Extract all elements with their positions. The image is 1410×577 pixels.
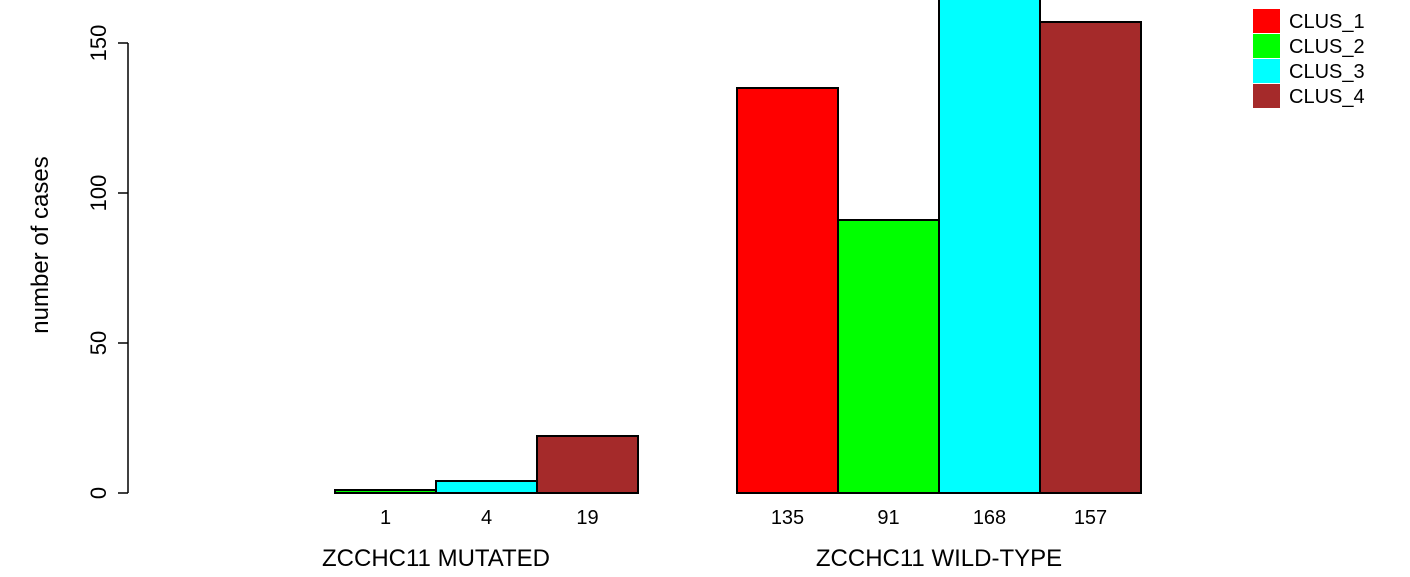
legend-label: CLUS_1	[1289, 11, 1365, 33]
y-axis-label: number of cases	[27, 156, 54, 333]
bar-clus-3-group-2	[938, 0, 1041, 494]
y-tick-label: 100	[86, 175, 111, 212]
legend-swatch-clus-2	[1253, 34, 1280, 58]
bar-value-label: 1	[380, 507, 391, 529]
bar-value-label: 91	[877, 507, 899, 529]
bar-clus-4-group-1	[536, 435, 639, 494]
legend-label: CLUS_3	[1289, 61, 1365, 83]
legend-swatch-clus-1	[1253, 9, 1280, 33]
legend: CLUS_1 CLUS_2 CLUS_3 CLUS_4	[1253, 9, 1365, 108]
bar-value-label: 157	[1074, 507, 1107, 529]
bar-value-label: 168	[973, 507, 1006, 529]
bar-clus-2-group-2	[837, 219, 940, 494]
bars-layer: 1 4 19 135 91 168 157	[334, 0, 1142, 529]
legend-label: CLUS_2	[1289, 36, 1365, 58]
bar-value-label: 4	[481, 507, 492, 529]
bar-value-label: 19	[576, 507, 598, 529]
bar-clus-3-group-1	[435, 480, 538, 494]
group-label: ZCCHC11 WILD-TYPE	[816, 545, 1062, 572]
group-label: ZCCHC11 MUTATED	[322, 545, 550, 572]
bar-clus-4-group-2	[1039, 21, 1142, 494]
y-axis: 0 50 100 150	[86, 25, 129, 499]
bar-value-label: 135	[771, 507, 804, 529]
group-labels: ZCCHC11 MUTATED ZCCHC11 WILD-TYPE	[322, 545, 1062, 572]
legend-swatch-clus-4	[1253, 84, 1280, 108]
y-tick-label: 150	[86, 25, 111, 62]
legend-swatch-clus-3	[1253, 59, 1280, 83]
y-tick-label: 0	[86, 487, 111, 499]
y-tick-label: 50	[86, 331, 111, 355]
bar-clus-1-group-2	[736, 87, 839, 494]
bar-clus-2-group-1	[334, 489, 437, 494]
legend-label: CLUS_4	[1289, 86, 1365, 108]
